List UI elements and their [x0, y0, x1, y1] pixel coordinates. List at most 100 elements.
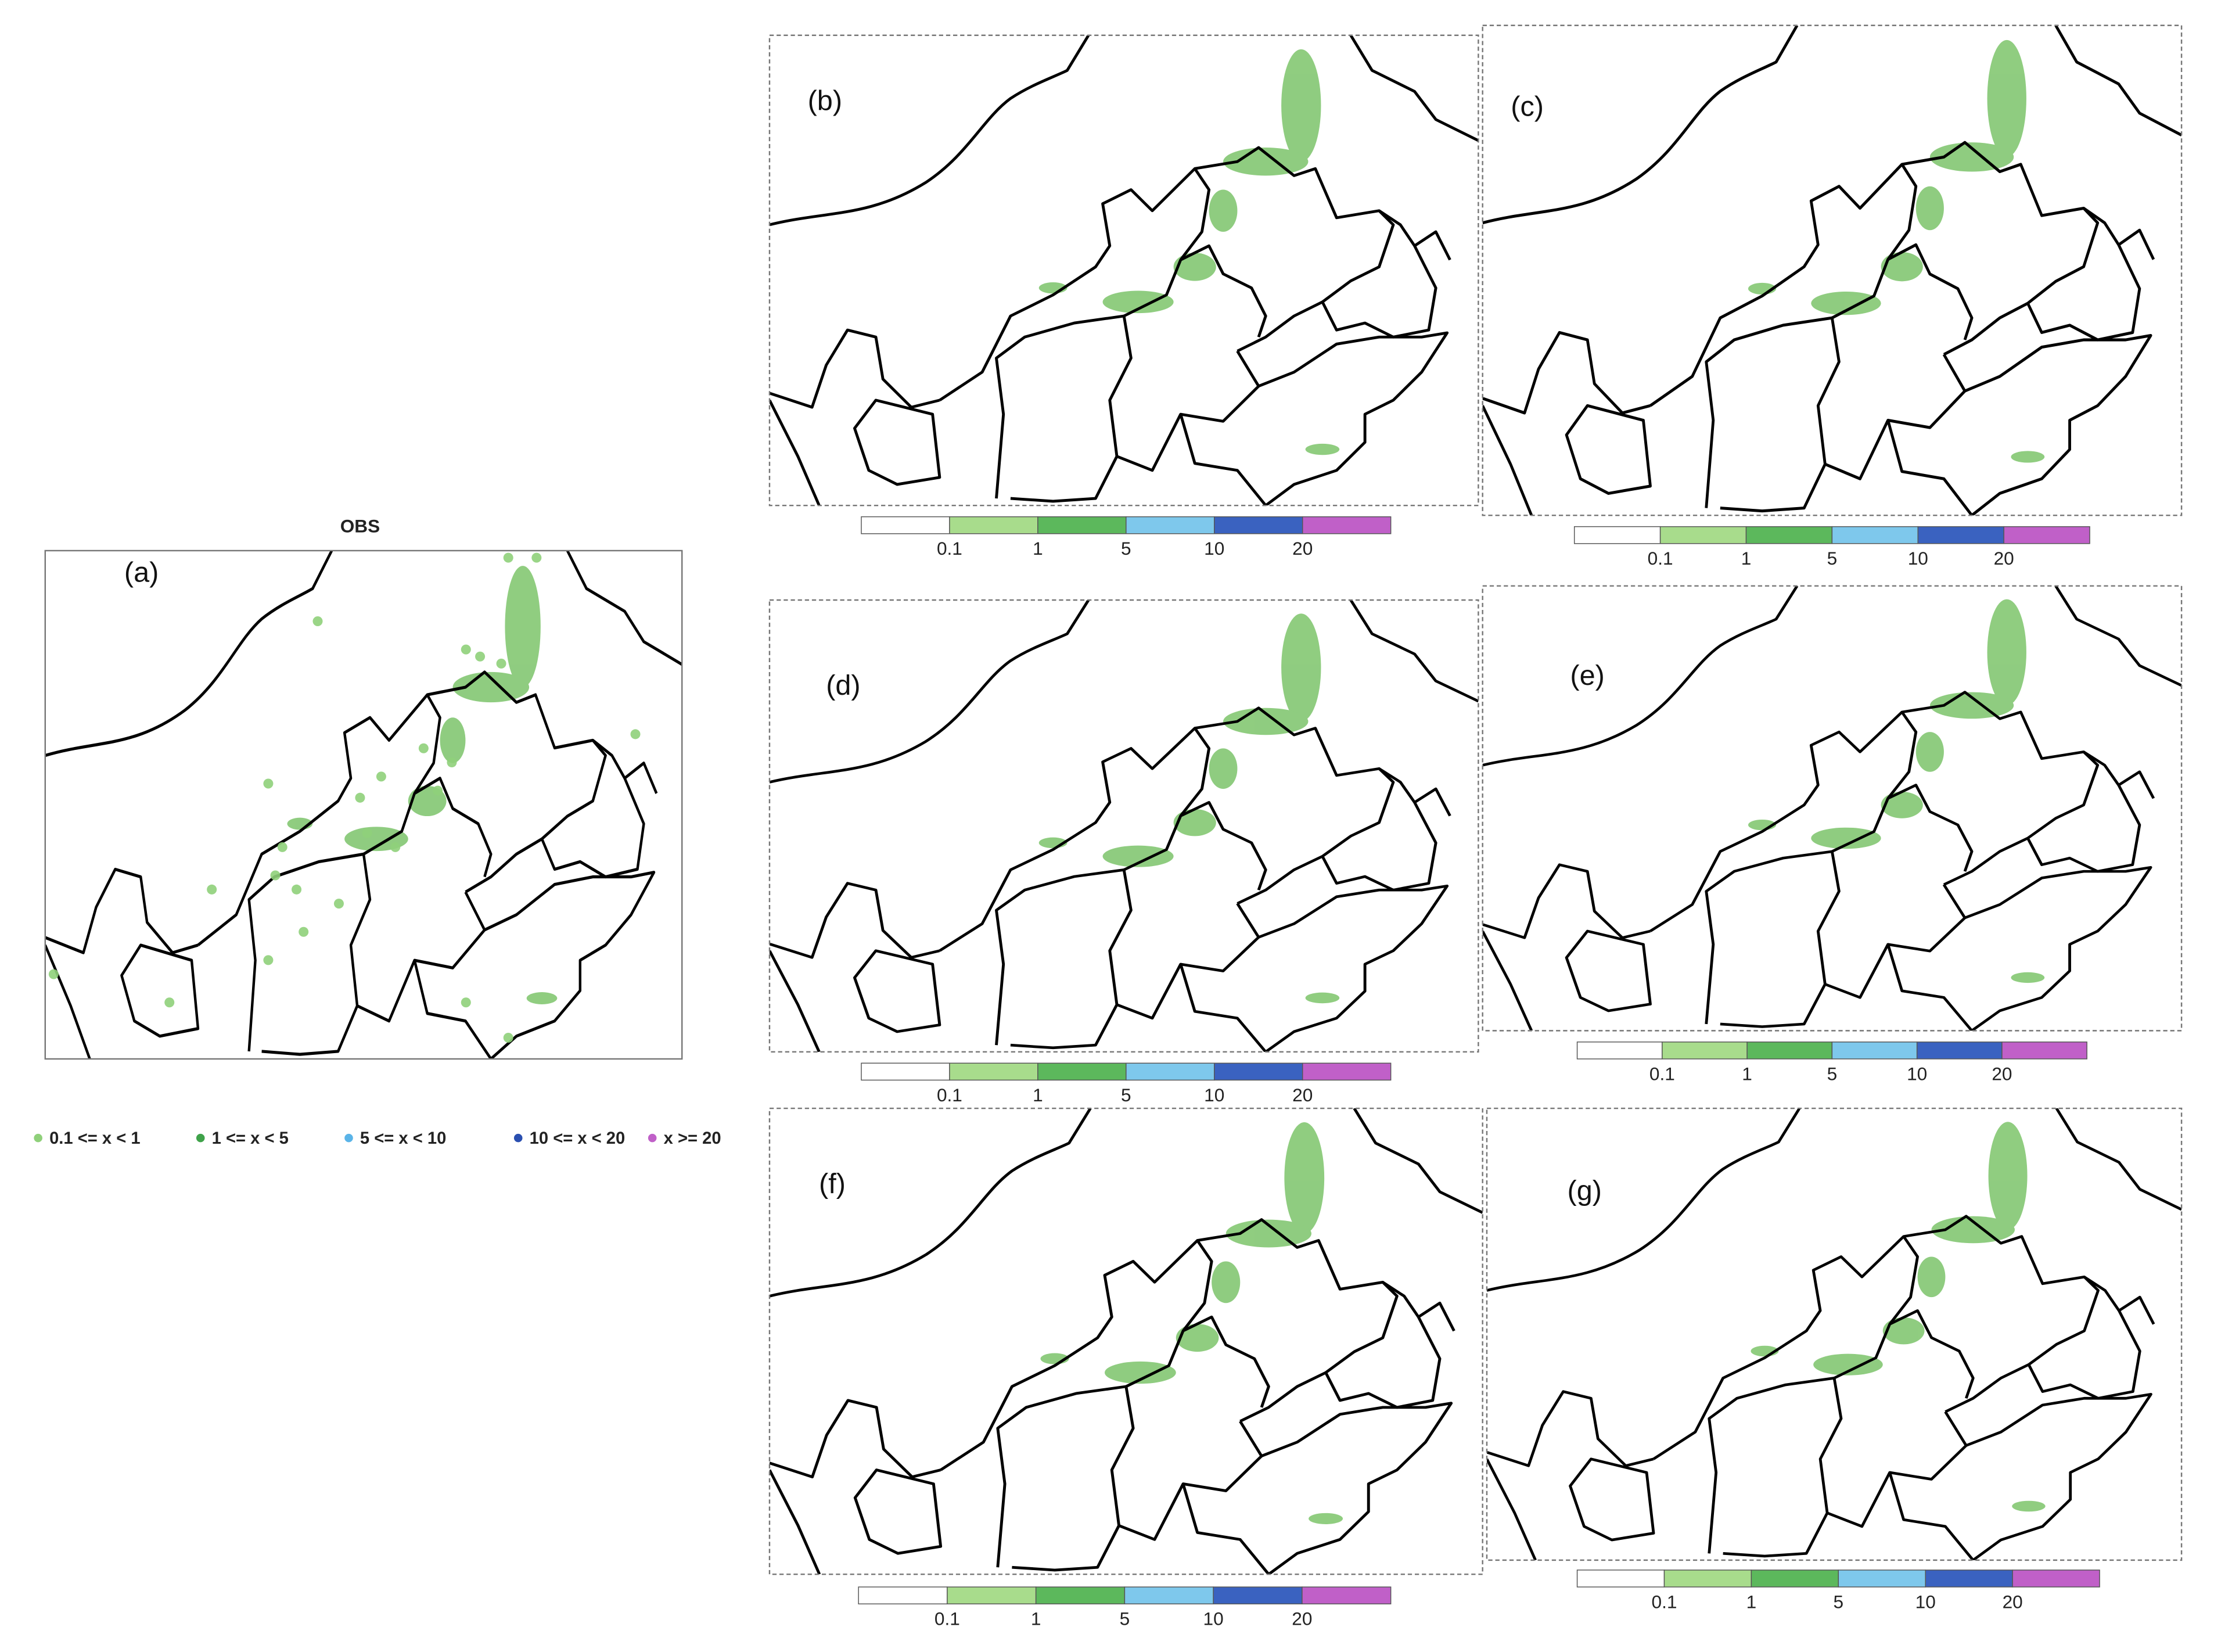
obs-point [292, 884, 302, 895]
panel-label: (b) [808, 85, 842, 117]
colorbar-segment [1214, 1062, 1303, 1081]
colorbar-segment [1037, 1062, 1127, 1081]
colorbar-tick-label: 0.1 [1648, 548, 1673, 569]
obs-point [496, 658, 506, 669]
panel-frame [1486, 1107, 2183, 1561]
obs-point [277, 842, 287, 852]
legend-marker [34, 1133, 42, 1143]
colorbar-tick-label: 0.1 [1649, 1063, 1675, 1084]
colorbar-segment [1037, 516, 1127, 534]
panel-frame [1482, 24, 2183, 516]
obs-point [418, 743, 429, 753]
colorbar-segment [1302, 1062, 1392, 1081]
legend-label: x >= 20 [664, 1129, 721, 1148]
colorbar-tick-label: 20 [1292, 1084, 1313, 1105]
colorbar-tick-label: 20 [2003, 1592, 2023, 1613]
colorbar-tick-label: 0.1 [937, 1084, 962, 1105]
colorbar-segment [1576, 1570, 1665, 1588]
obs-point [362, 828, 372, 838]
obs-point [630, 729, 641, 739]
colorbar-segment [1214, 516, 1303, 534]
colorbar-tick-label: 1 [1031, 1608, 1041, 1629]
colorbar-segment [1745, 526, 1833, 544]
colorbar-segment [1573, 526, 1661, 544]
panel-label: (g) [1568, 1175, 1602, 1206]
colorbar-segment [1576, 1042, 1663, 1060]
legend-label: 5 <= x < 10 [360, 1129, 446, 1148]
obs-point [503, 1033, 513, 1043]
panel-label: (f) [819, 1168, 846, 1200]
obs-point [333, 899, 344, 909]
obs-point [531, 552, 542, 563]
legend-marker [344, 1133, 353, 1143]
obs-point [475, 651, 486, 662]
colorbar-segment [1917, 526, 2004, 544]
colorbar-tick-label: 0.1 [935, 1608, 960, 1629]
colorbar-segment [947, 1586, 1037, 1604]
obs-point [461, 997, 471, 1008]
colorbar-tick-label: 5 [1827, 548, 1838, 569]
colorbar-segment [1925, 1570, 2013, 1588]
colorbar-tick-label: 10 [1204, 1084, 1224, 1105]
obs-point [263, 955, 274, 965]
colorbar-segment [2003, 526, 2090, 544]
colorbar-segment [1838, 1570, 1926, 1588]
colorbar-tick-label: 20 [1292, 538, 1313, 559]
colorbar-segment [1124, 1586, 1214, 1604]
panel-frame [44, 550, 683, 1060]
colorbar-tick-label: 5 [1121, 538, 1131, 559]
obs-point [207, 884, 217, 895]
obs-point [447, 757, 457, 768]
colorbar-segment [861, 1062, 950, 1081]
colorbar-tick-label: 5 [1827, 1063, 1838, 1084]
colorbar-tick-label: 0.1 [937, 538, 962, 559]
map [770, 600, 1478, 1052]
map [1483, 586, 2181, 1031]
colorbar-tick-label: 1 [1741, 548, 1752, 569]
colorbar-segment [1035, 1586, 1126, 1604]
obs-point [461, 644, 471, 655]
colorbar-tick-label: 10 [1907, 1063, 1927, 1084]
panel-frame [768, 34, 1479, 507]
map [770, 1108, 1483, 1574]
obs-point [503, 552, 513, 563]
legend-label: 0.1 <= x < 1 [49, 1129, 140, 1148]
panel-title: OBS [340, 515, 380, 536]
map [770, 35, 1478, 505]
obs-point [390, 842, 401, 852]
colorbar-tick-label: 20 [1994, 548, 2014, 569]
obs-point [433, 785, 443, 796]
colorbar-tick-label: 10 [1908, 548, 1928, 569]
colorbar-segment [861, 516, 950, 534]
legend-marker [513, 1133, 523, 1143]
colorbar-segment [1302, 1586, 1392, 1604]
colorbar-segment [1831, 1042, 1918, 1060]
legend-marker [196, 1133, 205, 1143]
colorbar-segment [1663, 1570, 1752, 1588]
colorbar-tick-label: 10 [1915, 1592, 1936, 1613]
panel-frame [1482, 585, 2183, 1032]
colorbar-tick-label: 1 [1746, 1592, 1757, 1613]
colorbar-segment [2001, 1042, 2087, 1060]
colorbar-tick-label: 1 [1033, 538, 1043, 559]
colorbar-segment [1659, 526, 1747, 544]
map [1483, 26, 2181, 515]
colorbar-tick-label: 1 [1742, 1063, 1752, 1084]
panel-label: (e) [1570, 660, 1604, 691]
colorbar-segment [1751, 1570, 1839, 1588]
colorbar-tick-label: 10 [1203, 1608, 1224, 1629]
colorbar-segment [1126, 516, 1215, 534]
obs-point [312, 616, 323, 626]
panel-label: (c) [1511, 91, 1544, 122]
colorbar-segment [2012, 1570, 2100, 1588]
legend-label: 10 <= x < 20 [530, 1129, 626, 1148]
map [45, 551, 682, 1059]
panel-frame [768, 599, 1479, 1053]
colorbar-segment [1916, 1042, 2003, 1060]
panel-label: (d) [826, 670, 860, 701]
obs-point [355, 792, 365, 803]
colorbar-segment [1746, 1042, 1833, 1060]
obs-point [376, 771, 386, 782]
obs-point [164, 997, 175, 1008]
